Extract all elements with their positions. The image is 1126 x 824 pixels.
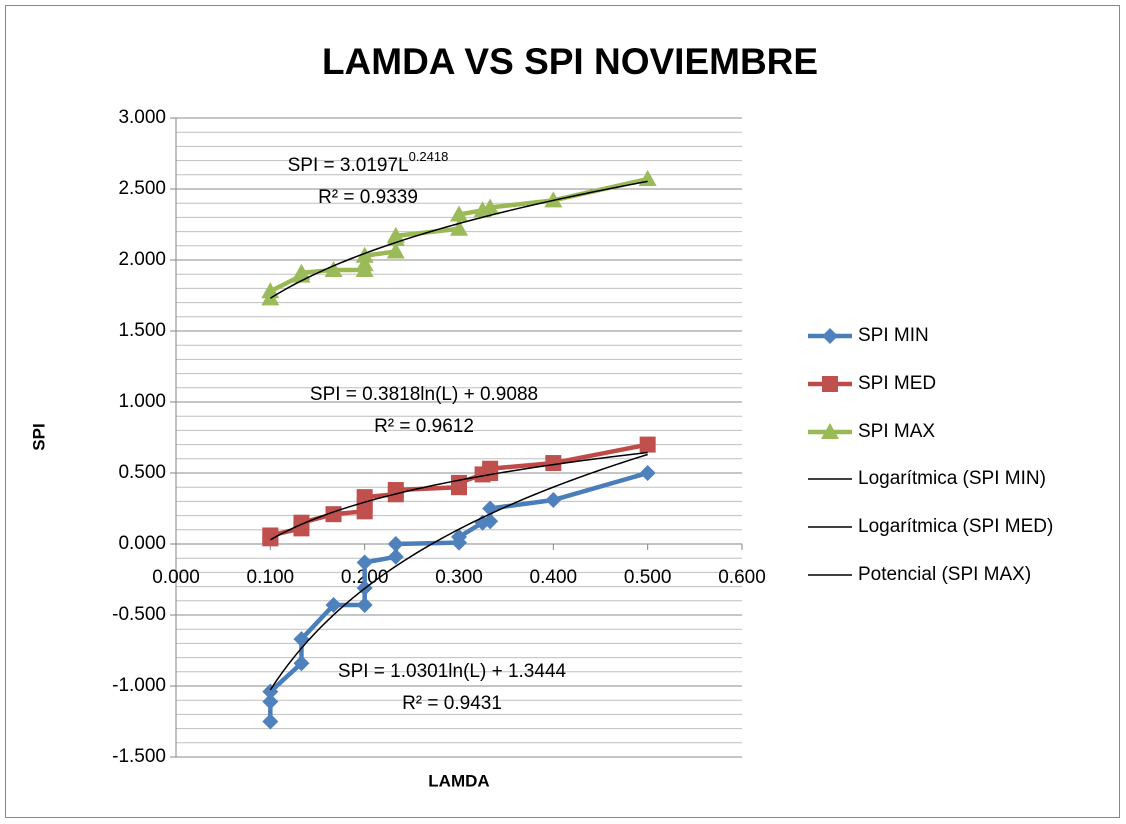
legend-label: SPI MAX <box>858 421 935 442</box>
point <box>451 474 467 491</box>
y-tick-label: -1.500 <box>112 746 166 767</box>
point <box>387 482 404 499</box>
x-tick-label: 0.300 <box>435 567 483 588</box>
point <box>482 513 499 530</box>
point <box>482 460 499 477</box>
legend-label: Logarítmica (SPI MIN) <box>858 468 1046 489</box>
point <box>386 242 405 259</box>
point <box>262 713 279 730</box>
legend-label: SPI MIN <box>858 325 929 346</box>
point <box>325 597 342 614</box>
trendline-r2: R² = 0.9612 <box>374 416 474 437</box>
x-axis-title: LAMDA <box>428 771 489 790</box>
point <box>262 693 279 710</box>
y-tick-label: 3.000 <box>118 107 166 128</box>
point <box>450 205 468 222</box>
point <box>261 282 280 299</box>
legend-marker <box>821 423 839 439</box>
x-tick-label: 0.500 <box>624 567 672 588</box>
point <box>545 491 562 508</box>
trendline-equation: SPI = 1.0301ln(L) + 1.3444 <box>338 661 567 682</box>
point <box>262 527 279 544</box>
point <box>545 455 562 472</box>
point <box>293 655 310 672</box>
x-tick-label: 0.400 <box>530 567 578 588</box>
trendline <box>269 453 648 691</box>
chart-title: LAMDA VS SPI NOVIEMBRE <box>322 41 818 82</box>
equation-exponent: 0.2418 <box>409 149 449 164</box>
trendline <box>269 180 648 299</box>
point <box>639 436 656 453</box>
trendline-r2: R² = 0.9431 <box>402 693 502 714</box>
point <box>387 536 404 552</box>
point <box>356 554 373 571</box>
equation-base: SPI = 3.0197L <box>288 155 409 176</box>
legend-label: Logarítmica (SPI MED) <box>858 516 1053 537</box>
point <box>292 263 311 280</box>
trendline <box>269 451 648 541</box>
point <box>355 255 374 272</box>
y-axis-title: SPI <box>29 423 48 450</box>
chart-border <box>5 5 1120 818</box>
point <box>639 465 656 481</box>
y-tick-label: 2.500 <box>118 178 166 199</box>
legend-marker <box>822 376 838 392</box>
point <box>324 260 343 277</box>
point <box>544 191 563 208</box>
point <box>481 198 500 215</box>
y-tick-label: -0.500 <box>112 604 166 625</box>
x-tick-label: 0.000 <box>152 567 200 588</box>
y-tick-label: -1.000 <box>112 675 166 696</box>
y-tick-label: 0.000 <box>118 533 166 554</box>
x-tick-label: 0.600 <box>718 567 766 588</box>
trendline-r2: R² = 0.9339 <box>318 187 418 208</box>
x-tick-label: 0.100 <box>247 567 295 588</box>
point <box>451 528 467 545</box>
legend-label: SPI MED <box>858 373 936 394</box>
point <box>355 246 374 263</box>
trendline-equation: SPI = 0.3818ln(L) + 0.9088 <box>310 384 538 405</box>
point <box>262 683 279 700</box>
point <box>450 219 468 236</box>
y-tick-label: 0.500 <box>118 462 166 483</box>
y-tick-label: 1.000 <box>118 391 166 412</box>
y-tick-label: 1.500 <box>118 320 166 341</box>
trendline-equation: SPI = 3.0197L0.2418 <box>288 149 449 176</box>
point <box>386 226 405 243</box>
legend-marker <box>822 328 838 344</box>
y-tick-label: 2.000 <box>118 249 166 270</box>
point <box>356 597 373 614</box>
legend-label: Potencial (SPI MAX) <box>858 564 1031 585</box>
point <box>387 548 404 565</box>
